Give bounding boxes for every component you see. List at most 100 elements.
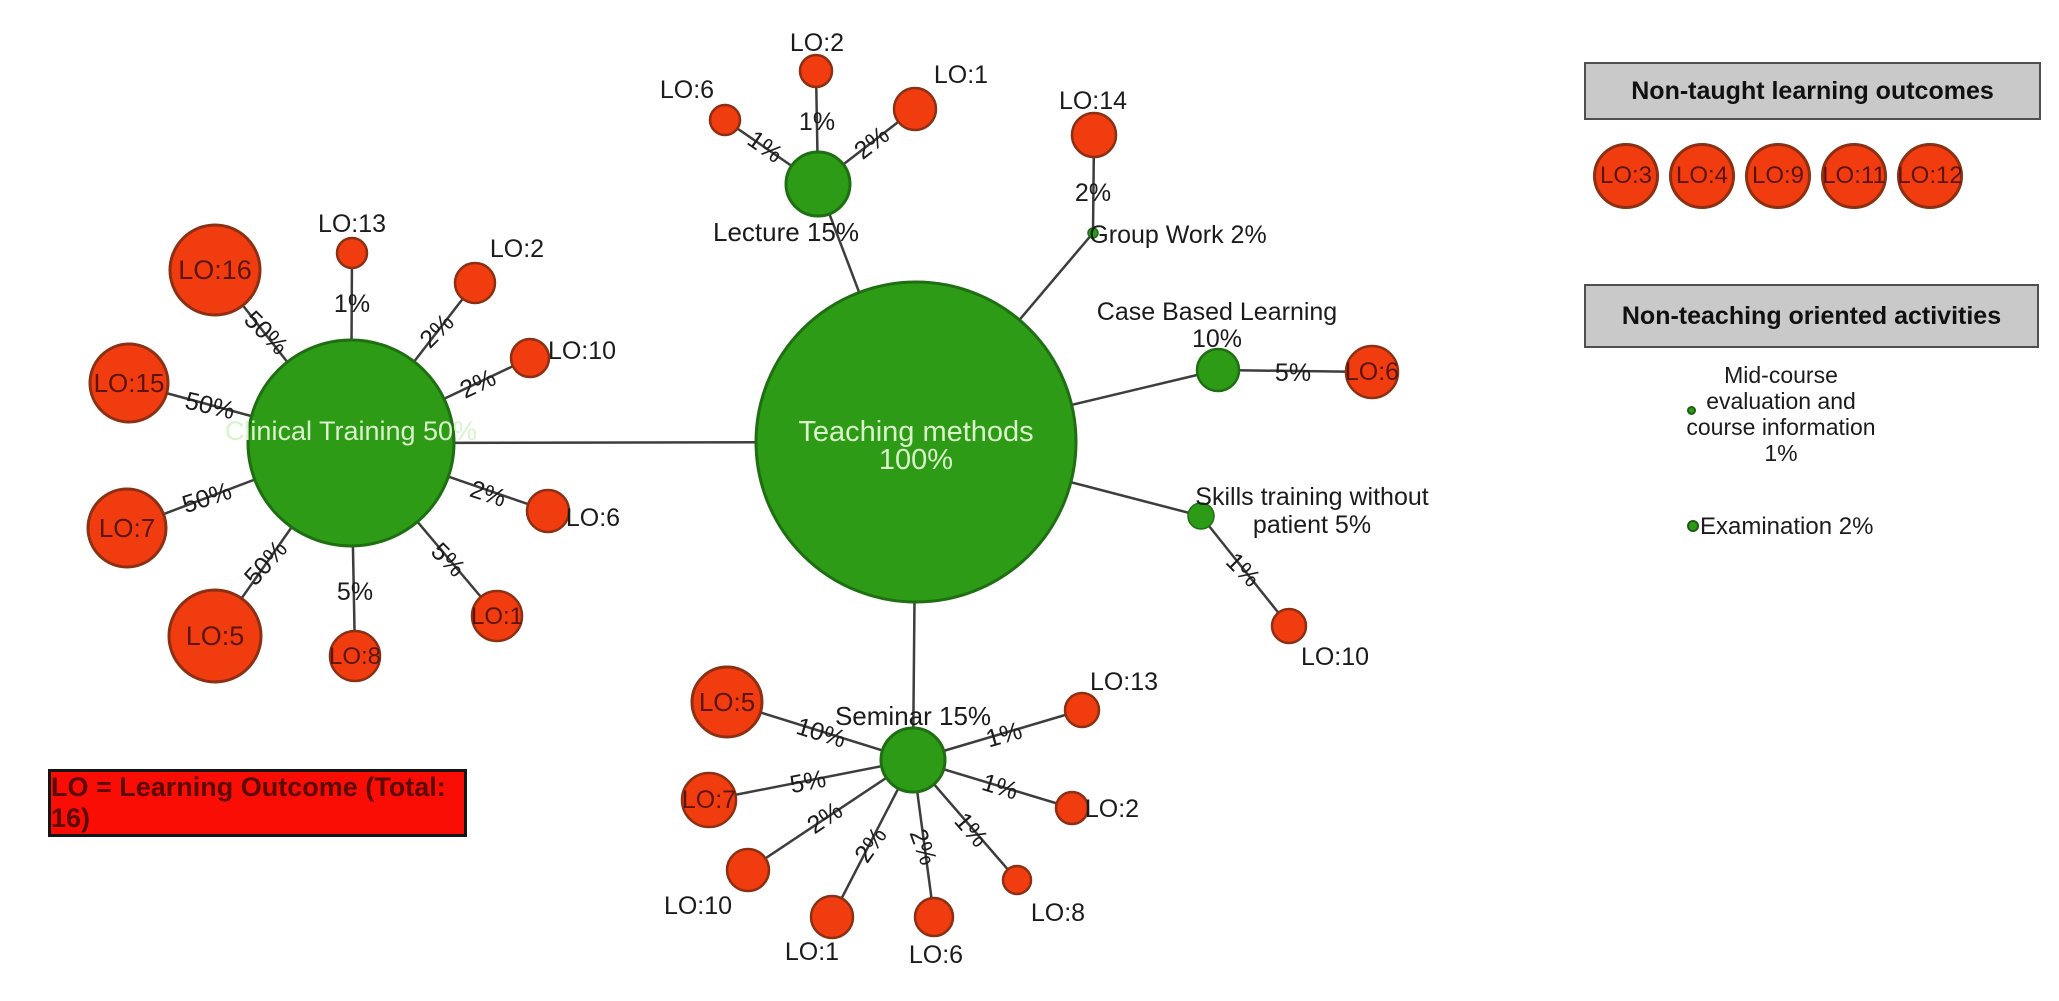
lo-circle-c13 bbox=[335, 236, 369, 270]
lo-circle-s10 bbox=[1270, 607, 1308, 645]
lo-circle-c2 bbox=[453, 261, 497, 305]
edge-label-lecture-l6: 1% bbox=[742, 125, 788, 169]
lo-circle-m5 bbox=[690, 665, 764, 739]
lo-key-label: LO = Learning Outcome (Total: 16) bbox=[51, 772, 446, 833]
non-teaching-legend-title: Non-teaching oriented activities bbox=[1621, 301, 2002, 330]
node-label-cbl: Case Based Learning 10% bbox=[1097, 298, 1337, 353]
legend-lo-chip-LO3: LO:3 bbox=[1593, 143, 1659, 209]
legend-lo-chip-LO12: LO:12 bbox=[1897, 143, 1963, 209]
node-label-c6: LO:6 bbox=[566, 504, 620, 532]
node-label-m6: LO:6 bbox=[909, 941, 963, 969]
node-label-m8: LO:8 bbox=[1031, 899, 1085, 927]
lo-circle-l6 bbox=[708, 103, 742, 137]
edge-skills-s10 bbox=[1200, 515, 1290, 627]
node-label-l2: LO:2 bbox=[790, 29, 844, 57]
edge-label-lecture-l1: 2% bbox=[849, 121, 895, 165]
legend-lo-chip-LO11: LO:11 bbox=[1821, 143, 1887, 209]
legend-lo-chip-LO4: LO:4 bbox=[1669, 143, 1735, 209]
edge-label-clinical-c6: 2% bbox=[466, 475, 509, 513]
edge-label-skills-s10: 1% bbox=[1220, 547, 1265, 592]
edge-label-seminar-m10: 2% bbox=[802, 796, 848, 839]
node-label-c16: LO:16 bbox=[178, 255, 252, 285]
edge-seminar-m7 bbox=[708, 758, 914, 802]
hub-circle-groupwork bbox=[1087, 227, 1099, 239]
lo-circle-m7 bbox=[680, 771, 738, 829]
edge-label-seminar-m7: 5% bbox=[788, 765, 829, 799]
hub-circle-skills bbox=[1187, 502, 1215, 530]
node-label-c7: LO:7 bbox=[99, 513, 155, 543]
node-label-c13: LO:13 bbox=[318, 210, 386, 238]
node-label-groupwork: Group Work 2% bbox=[1089, 221, 1266, 249]
lo-circle-c8 bbox=[328, 629, 382, 683]
lo-circle-c6 bbox=[525, 488, 571, 534]
node-label-skills: Skills training without patient 5% bbox=[1195, 483, 1428, 539]
non-taught-legend-header: Non-taught learning outcomes bbox=[1584, 62, 2041, 120]
lo-circle-m2 bbox=[1054, 790, 1090, 826]
lo-key-box: LO = Learning Outcome (Total: 16) bbox=[48, 769, 467, 837]
node-label-c10: LO:10 bbox=[548, 337, 616, 365]
edge-label-seminar-m1: 2% bbox=[849, 822, 893, 868]
hub-circle-cbl bbox=[1195, 347, 1241, 393]
legend-lo-chip-LO9: LO:9 bbox=[1745, 143, 1811, 209]
non-taught-legend-title: Non-taught learning outcomes bbox=[1631, 76, 1994, 105]
edge-label-clinical-c16: 50% bbox=[238, 305, 293, 360]
node-label-l6: LO:6 bbox=[660, 76, 714, 104]
edge-label-clinical-c2: 2% bbox=[414, 308, 459, 353]
node-label-m5: LO:5 bbox=[699, 687, 755, 717]
node-label-s10: LO:10 bbox=[1301, 643, 1369, 671]
lo-circle-g14 bbox=[1070, 111, 1118, 159]
node-label-cb6: LO:6 bbox=[1345, 358, 1399, 386]
node-label-c5: LO:5 bbox=[186, 621, 245, 651]
lo-circle-l2 bbox=[798, 53, 834, 89]
mid-course-evaluation-label: Mid-course evaluation and course informa… bbox=[1686, 362, 1876, 466]
node-label-g14: LO:14 bbox=[1059, 87, 1127, 115]
node-label-m13: LO:13 bbox=[1090, 668, 1158, 696]
edge-label-groupwork-g14: 2% bbox=[1075, 179, 1111, 207]
mid-course-dot-icon bbox=[1687, 406, 1696, 415]
lo-circle-m10 bbox=[725, 847, 771, 893]
edge-label-seminar-m2: 1% bbox=[979, 768, 1022, 805]
edge-label-clinical-c8: 5% bbox=[337, 578, 373, 606]
node-label-c8: LO:8 bbox=[329, 643, 381, 670]
node-label-m2: LO:2 bbox=[1085, 795, 1139, 823]
node-label-c1: LO:1 bbox=[471, 603, 523, 630]
node-label-clinical: Clinical Training 50% bbox=[225, 416, 477, 446]
node-label-m10: LO:10 bbox=[664, 892, 732, 920]
lo-circle-c16 bbox=[168, 223, 262, 317]
lo-circle-c7 bbox=[86, 487, 168, 569]
lo-circle-c15 bbox=[88, 342, 170, 424]
hub-circle-clinical bbox=[246, 338, 456, 548]
hub-circle-teaching bbox=[754, 280, 1078, 604]
non-teaching-legend-header: Non-teaching oriented activities bbox=[1584, 284, 2039, 348]
lo-circle-m1 bbox=[809, 894, 855, 940]
hub-circle-lecture bbox=[784, 150, 852, 218]
lo-circle-c10 bbox=[509, 337, 551, 379]
lo-circle-l1 bbox=[892, 86, 938, 132]
lo-circle-c5 bbox=[167, 588, 263, 684]
lo-circle-c1 bbox=[470, 589, 524, 643]
node-label-m1: LO:1 bbox=[785, 938, 839, 966]
edge-label-cbl-cb6: 5% bbox=[1275, 359, 1311, 387]
edge-label-clinical-c5: 50% bbox=[239, 535, 293, 591]
hub-circle-seminar bbox=[879, 726, 947, 794]
lo-circle-m6 bbox=[913, 896, 955, 938]
node-label-seminar: Seminar 15% bbox=[835, 701, 991, 731]
edge-label-clinical-c13: 1% bbox=[334, 290, 370, 318]
node-label-teaching: Teaching methods 100% bbox=[798, 416, 1033, 476]
edge-label-clinical-c10: 2% bbox=[456, 364, 501, 405]
node-label-lecture: Lecture 15% bbox=[713, 217, 859, 247]
examination-dot-icon bbox=[1687, 520, 1699, 532]
lo-circle-m8 bbox=[1001, 864, 1033, 896]
node-label-m7: LO:7 bbox=[682, 786, 736, 814]
lo-circle-cb6 bbox=[1344, 344, 1400, 400]
edge-label-seminar-m6: 2% bbox=[904, 825, 943, 869]
edge-label-lecture-l2: 1% bbox=[799, 108, 835, 136]
node-label-c15: LO:15 bbox=[94, 368, 165, 398]
node-label-l1: LO:1 bbox=[934, 61, 988, 89]
edge-label-clinical-c7: 50% bbox=[179, 477, 235, 519]
node-label-c2: LO:2 bbox=[490, 235, 544, 263]
examination-label: Examination 2% bbox=[1700, 513, 1874, 540]
lo-circle-m13 bbox=[1063, 691, 1101, 729]
